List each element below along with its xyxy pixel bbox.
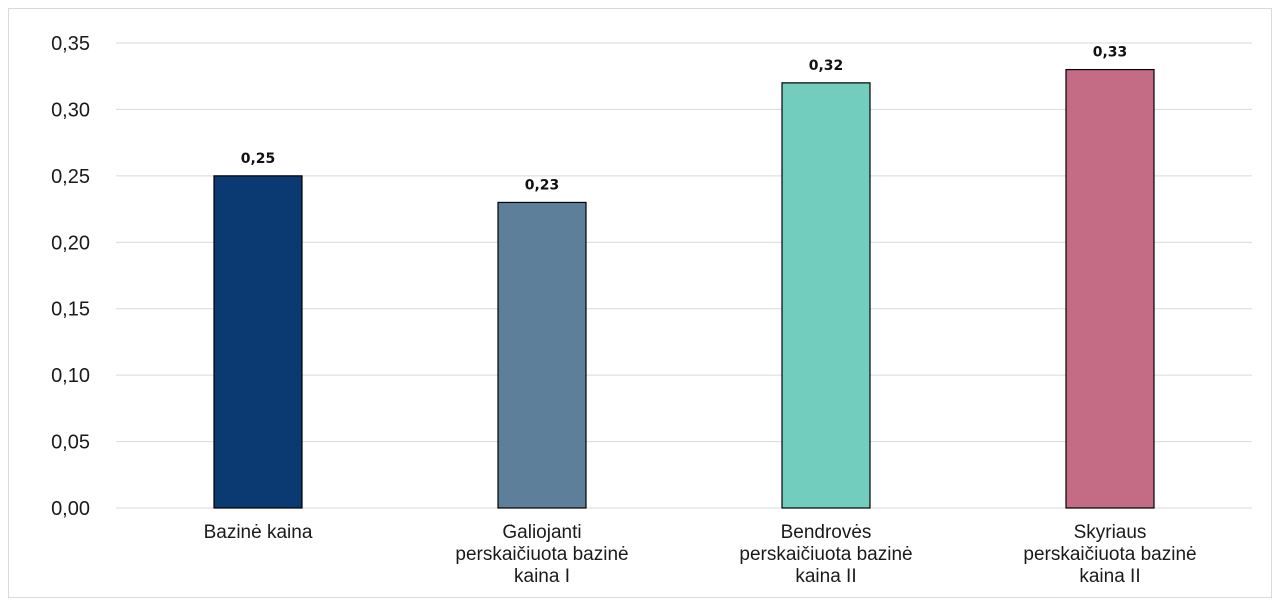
data-label: 0,33 [1093, 45, 1128, 61]
category-label: Bazinė kaina [204, 522, 313, 543]
gridlines [116, 42, 1252, 509]
data-label: 0,23 [525, 177, 560, 193]
bar [213, 175, 303, 509]
y-tick-label: 0,25 [51, 166, 90, 188]
y-tick-label: 0,15 [51, 299, 90, 321]
bar [1065, 68, 1155, 509]
y-axis-tick-labels: 0,00 0,05 0,10 0,15 0,20 0,25 0,30 0,35 [51, 33, 90, 520]
y-tick-label: 0,30 [51, 99, 90, 121]
y-tick-label: 0,05 [51, 432, 90, 454]
bar [497, 201, 587, 509]
category-labels: Bazinė kaina Galiojanti perskaičiuota bazi… [204, 522, 1197, 587]
category-label: Skyriaus perskaičiuota bazinė kaina II [1023, 522, 1196, 587]
category-label: Bendrovės perskaičiuota bazinė kaina II [739, 522, 912, 587]
data-labels: 0,25 0,23 0,32 0,33 [241, 45, 1128, 194]
bar [781, 82, 871, 509]
data-label: 0,32 [809, 58, 844, 74]
data-label: 0,25 [241, 151, 276, 167]
category-label: Galiojanti perskaičiuota bazinė kaina I [455, 522, 628, 587]
y-tick-label: 0,20 [51, 232, 90, 254]
bars [213, 68, 1155, 509]
y-tick-label: 0,00 [51, 498, 90, 520]
y-tick-label: 0,35 [51, 33, 90, 55]
y-tick-label: 0,10 [51, 365, 90, 387]
